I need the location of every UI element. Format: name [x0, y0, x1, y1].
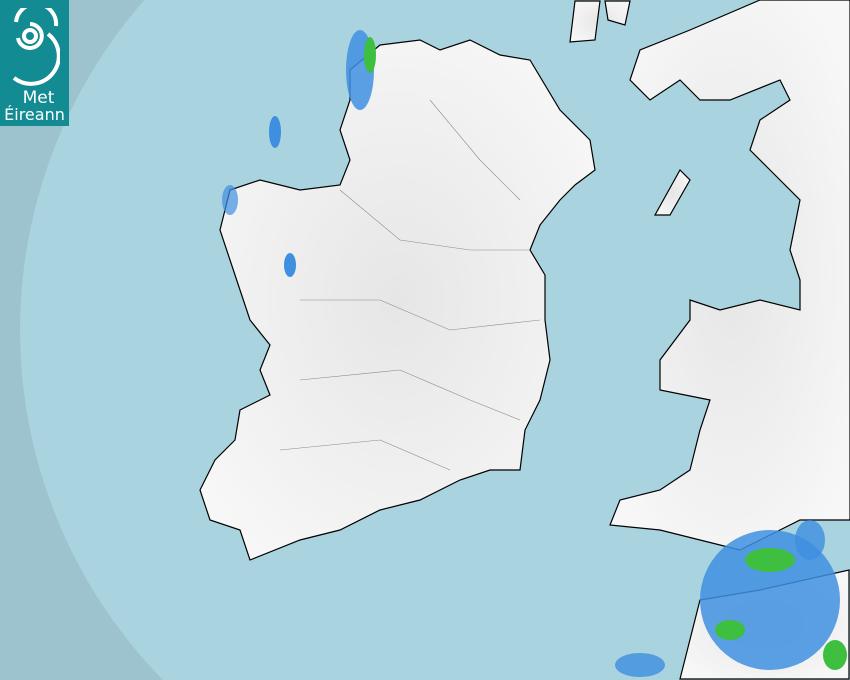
isle-of-man	[653, 169, 691, 216]
scottish-isles	[569, 0, 631, 43]
logo-text-eireann: Éireann	[4, 105, 65, 124]
rainfall-echoes	[222, 30, 847, 677]
logo-text-met: Met	[22, 88, 55, 108]
met-eireann-logo: Met Éireann	[0, 0, 69, 126]
county-borders	[279, 99, 541, 471]
ireland	[199, 39, 596, 561]
swirl-icon	[12, 8, 60, 86]
